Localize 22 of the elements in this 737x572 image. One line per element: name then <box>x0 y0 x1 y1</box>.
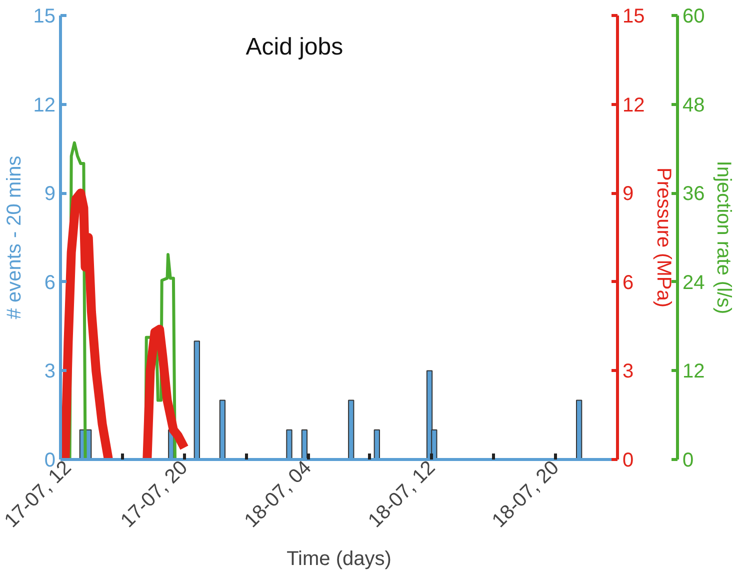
text: Acid jobs <box>246 34 344 60</box>
y3-tick-label: 12 <box>682 360 705 383</box>
y3-tick-label: 36 <box>682 183 705 206</box>
y2-tick-label: 12 <box>622 94 645 116</box>
y2-tick-label: 6 <box>622 272 634 294</box>
y3-tick-label: 0 <box>682 450 694 472</box>
y2-tick-label: 3 <box>622 360 634 383</box>
y2-tick-label: 9 <box>622 183 634 206</box>
y2-tick-label: 0 <box>622 450 634 472</box>
y-tick-label: 9 <box>44 183 56 206</box>
y-tick-label: 6 <box>44 272 56 294</box>
y3-tick-label: 48 <box>682 94 705 116</box>
x-axis-title: Time (days) <box>286 548 392 570</box>
y-tick-label: 3 <box>44 360 56 383</box>
y-tick-label: 15 <box>33 6 56 28</box>
y-tick-label: 12 <box>33 94 56 116</box>
y3-tick-label: 24 <box>682 272 705 294</box>
y3-axis-title: Injection rate (l/s) <box>712 160 735 314</box>
y-axis-title: # events - 20 mins <box>3 156 26 320</box>
y3-tick-label: 60 <box>682 6 705 28</box>
y2-axis-title: Pressure (MPa) <box>652 167 675 308</box>
y2-tick-label: 15 <box>622 6 645 28</box>
